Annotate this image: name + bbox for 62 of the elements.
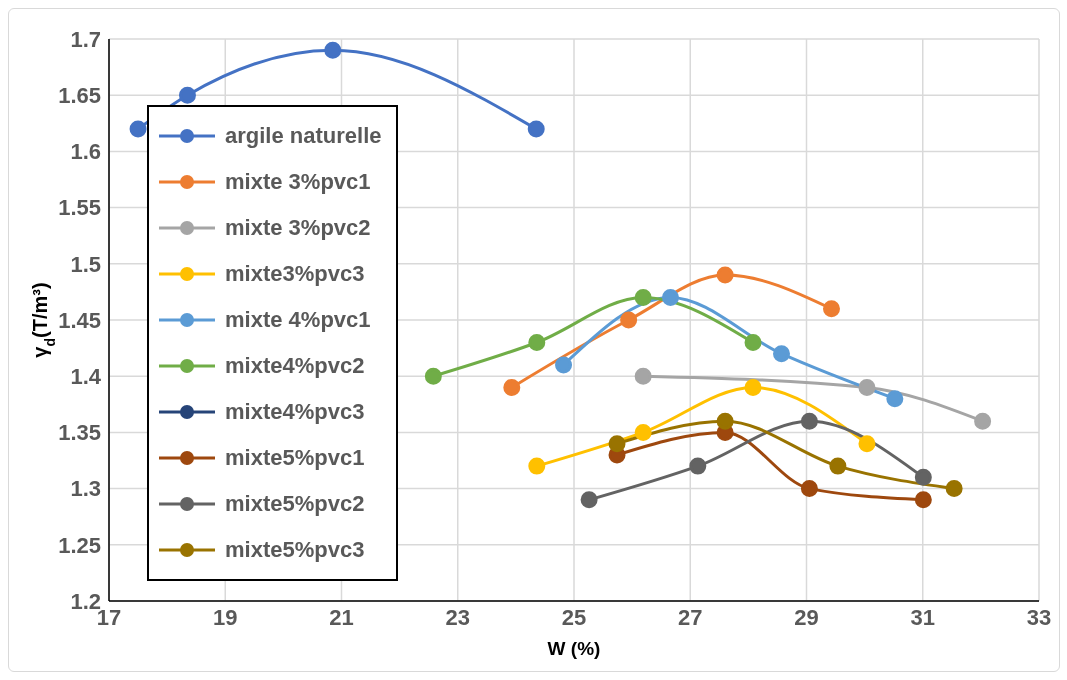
x-tick-label: 29 <box>794 604 819 630</box>
x-tick-label: 33 <box>1026 604 1052 630</box>
point <box>528 333 546 351</box>
y-tick-label: 1.4 <box>70 364 102 390</box>
point <box>800 412 818 430</box>
point <box>689 457 707 475</box>
point <box>886 390 904 408</box>
point <box>974 412 992 430</box>
legend-label: mixte3%pvc3 <box>225 261 365 287</box>
point <box>503 378 521 396</box>
point <box>608 435 626 453</box>
point <box>324 41 342 59</box>
point <box>178 86 196 104</box>
legend-label: mixte4%pvc2 <box>225 353 365 379</box>
point <box>773 345 791 363</box>
y-tick-label: 1.5 <box>70 251 101 277</box>
y-tick-label: 1.7 <box>70 26 101 52</box>
point <box>424 367 442 385</box>
point <box>858 378 876 396</box>
point <box>829 457 847 475</box>
y-tick-label: 1.55 <box>58 195 101 221</box>
point <box>858 435 876 453</box>
y-tick-label: 1.45 <box>58 307 101 333</box>
point <box>528 457 546 475</box>
point <box>555 356 573 374</box>
legend-label: mixte 3%pvc1 <box>225 169 371 195</box>
y-tick-label: 1.25 <box>58 532 101 558</box>
y-tick-label: 1.6 <box>70 139 101 165</box>
point <box>129 120 147 138</box>
point <box>822 300 840 318</box>
x-tick-label: 27 <box>678 604 703 630</box>
point <box>527 120 545 138</box>
x-tick-label: 19 <box>213 604 238 630</box>
x-tick-label: 23 <box>445 604 470 630</box>
point <box>945 480 963 498</box>
legend-label: mixte5%pvc2 <box>225 491 365 517</box>
point <box>744 333 762 351</box>
point <box>716 412 734 430</box>
point <box>634 289 652 307</box>
point <box>914 491 932 509</box>
legend-label: mixte 4%pvc1 <box>225 307 371 333</box>
point <box>620 311 638 329</box>
point <box>580 491 598 509</box>
legend-label: mixte5%pvc3 <box>225 537 365 563</box>
y-tick-label: 1.65 <box>58 83 101 109</box>
y-tick-label: 1.35 <box>58 420 101 446</box>
x-tick-label: 25 <box>561 604 587 630</box>
point <box>634 423 652 441</box>
legend-label: mixte 3%pvc2 <box>225 215 371 241</box>
x-tick-label: 21 <box>329 604 354 630</box>
point <box>661 289 679 307</box>
legend-label: mixte5%pvc1 <box>225 445 365 471</box>
legend-label: mixte4%pvc3 <box>225 399 365 425</box>
point <box>716 266 734 284</box>
point <box>914 468 932 486</box>
x-axis-title: W (%) <box>547 638 601 659</box>
point <box>744 378 762 396</box>
y-tick-label: 1.3 <box>70 476 101 502</box>
point <box>634 367 652 385</box>
point <box>800 480 818 498</box>
x-tick-label: 31 <box>910 604 935 630</box>
legend-label: argile naturelle <box>225 123 382 149</box>
